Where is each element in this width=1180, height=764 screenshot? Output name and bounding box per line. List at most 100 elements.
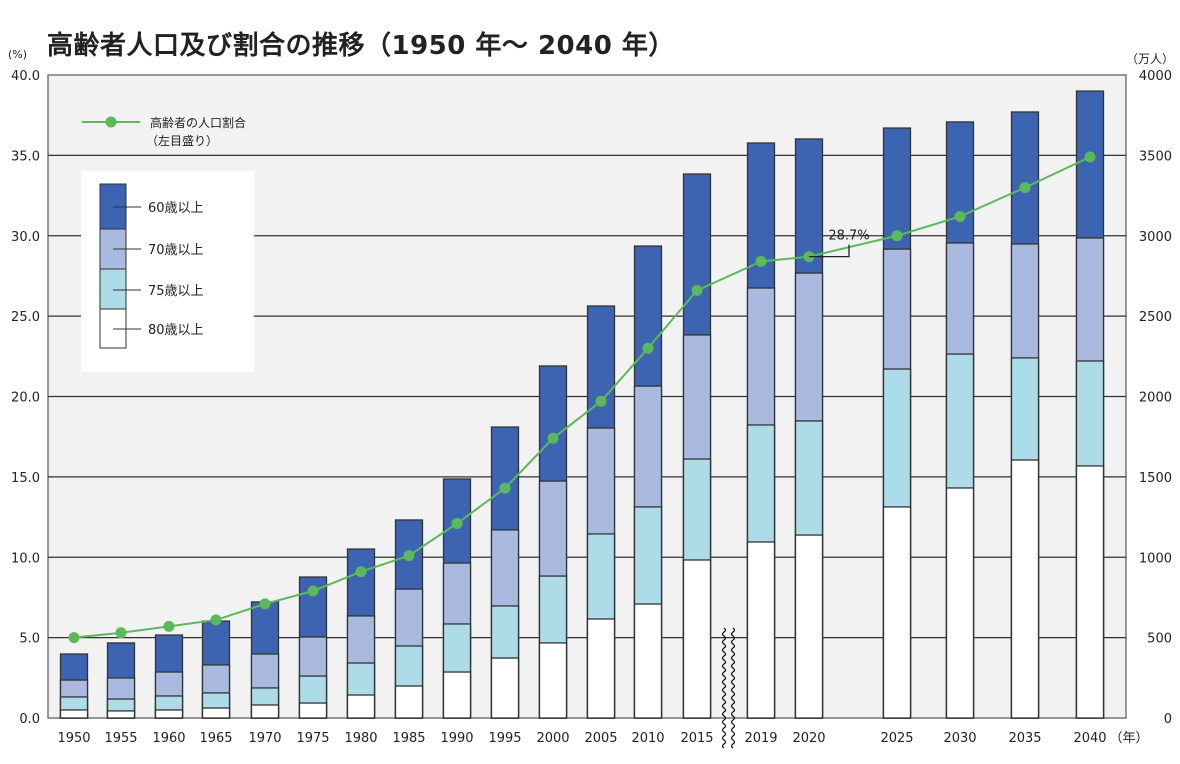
left-axis-unit: (%)	[8, 48, 28, 61]
bar-segment	[1010, 459, 1040, 719]
legend-line: 高齢者の人口割合 （左目盛り）	[82, 115, 246, 148]
right-tick-label: 0	[1164, 712, 1172, 727]
bar-segment	[59, 709, 89, 719]
x-tick-label: 2015	[680, 731, 713, 746]
bar-group-1970	[250, 601, 280, 719]
chart-title: 高齢者人口及び割合の推移（1950 年～ 2040 年）	[47, 31, 675, 61]
x-tick-label: 1970	[248, 731, 281, 746]
bar-group-2040	[1075, 90, 1105, 719]
line-path	[73, 156, 1091, 639]
x-tick-label: 2000	[536, 731, 569, 746]
right-axis-unit: （万人）	[1126, 52, 1175, 66]
bar-group-1980	[346, 548, 376, 719]
left-tick-label: 10.0	[11, 551, 40, 566]
x-tick-label: 1980	[344, 731, 377, 746]
x-tick-label: 1955	[104, 731, 137, 746]
bar-segment	[1075, 465, 1105, 719]
bar-segment	[490, 657, 520, 719]
left-tick-label: 30.0	[11, 230, 40, 245]
right-tick-label: 3500	[1139, 149, 1172, 164]
line-marker	[642, 342, 654, 354]
x-tick-label: 1995	[488, 731, 521, 746]
bar-group-2000	[538, 365, 568, 719]
axis-break-wave	[730, 627, 736, 749]
legend-swatch-75	[99, 268, 127, 310]
right-tick-label: 4000	[1139, 69, 1172, 84]
bar-group-2010	[633, 245, 663, 719]
x-tick-label: 2010	[631, 731, 664, 746]
legend-label-75: 75歳以上	[148, 284, 204, 299]
x-tick-label: 1950	[57, 731, 90, 746]
bar-group-2019	[746, 142, 776, 719]
line-series	[68, 151, 1096, 644]
legend-line-marker	[105, 116, 117, 128]
line-marker	[163, 620, 175, 632]
bar-segment	[882, 506, 912, 719]
bar-segment	[945, 487, 975, 719]
left-tick-label: 5.0	[19, 632, 40, 647]
right-tick-label: 1000	[1139, 551, 1172, 566]
x-tick-label: 1965	[199, 731, 232, 746]
bar-group-2005	[586, 305, 616, 719]
right-tick-label: 2500	[1139, 310, 1172, 325]
bar-group-2025	[882, 127, 912, 719]
right-tick-label: 2000	[1139, 391, 1172, 406]
line-marker	[403, 550, 415, 562]
right-tick-label: 1500	[1139, 471, 1172, 486]
x-axis: 1950 1955 1960 1965 1970 1975 1980 1985 1990 1995…	[57, 731, 1148, 746]
left-tick-label: 15.0	[11, 471, 40, 486]
legend-line-label: 高齢者の人口割合	[150, 115, 246, 130]
legend-line-sublabel: （左目盛り）	[146, 133, 218, 148]
bar-group-1960	[154, 634, 184, 719]
bar-segment	[346, 694, 376, 719]
bar-segment	[682, 559, 712, 719]
line-marker	[115, 627, 127, 639]
bar-segment	[442, 671, 472, 719]
bar-group-2035	[1010, 111, 1040, 719]
line-marker	[954, 210, 966, 222]
bar-segment	[154, 709, 184, 719]
x-tick-label: 1985	[392, 731, 425, 746]
legend-bars: 60歳以上 70歳以上 75歳以上 80歳以上	[81, 171, 254, 372]
left-tick-label: 25.0	[11, 310, 40, 325]
line-marker	[307, 585, 319, 597]
line-marker	[259, 598, 271, 610]
x-tick-label: 2019	[744, 731, 777, 746]
line-marker	[210, 614, 222, 626]
bar-group-1950	[59, 653, 89, 719]
bar-group-1965	[201, 620, 231, 719]
axis-break-wave	[721, 627, 727, 749]
bar-segment	[201, 707, 231, 719]
bar-segment	[586, 618, 616, 719]
left-tick-label: 0.0	[19, 712, 40, 727]
line-marker	[1084, 151, 1096, 163]
left-tick-label: 40.0	[11, 69, 40, 84]
line-marker	[755, 255, 767, 267]
line-marker	[1019, 182, 1031, 194]
x-axis-label: （年）	[1109, 731, 1148, 746]
x-tick-label: 2020	[792, 731, 825, 746]
x-tick-label: 2005	[584, 731, 617, 746]
line-marker	[891, 230, 903, 242]
x-tick-label: 2040	[1073, 731, 1106, 746]
bar-segment	[538, 642, 568, 719]
legend-label-60: 60歳以上	[148, 201, 204, 216]
line-marker	[499, 482, 511, 494]
line-marker	[595, 395, 607, 407]
axis-break-mark	[721, 627, 736, 749]
line-marker	[547, 432, 559, 444]
x-tick-label: 2025	[880, 731, 913, 746]
x-tick-label: 1960	[152, 731, 185, 746]
right-tick-label: 3000	[1139, 230, 1172, 245]
line-marker	[451, 517, 463, 529]
bar-group-1975	[298, 576, 328, 719]
line-marker	[355, 566, 367, 578]
bar-group-1995	[490, 426, 520, 719]
bar-group-1985	[394, 519, 424, 719]
left-axis: 0.0 5.0 10.0 15.0 20.0 25.0 30.0 35.0 40.0	[11, 69, 40, 727]
bar-group-2020	[794, 138, 824, 719]
bar-group-2015	[682, 173, 712, 719]
annotation-leader	[809, 244, 850, 258]
x-tick-label: 2030	[943, 731, 976, 746]
left-tick-label: 35.0	[11, 149, 40, 164]
